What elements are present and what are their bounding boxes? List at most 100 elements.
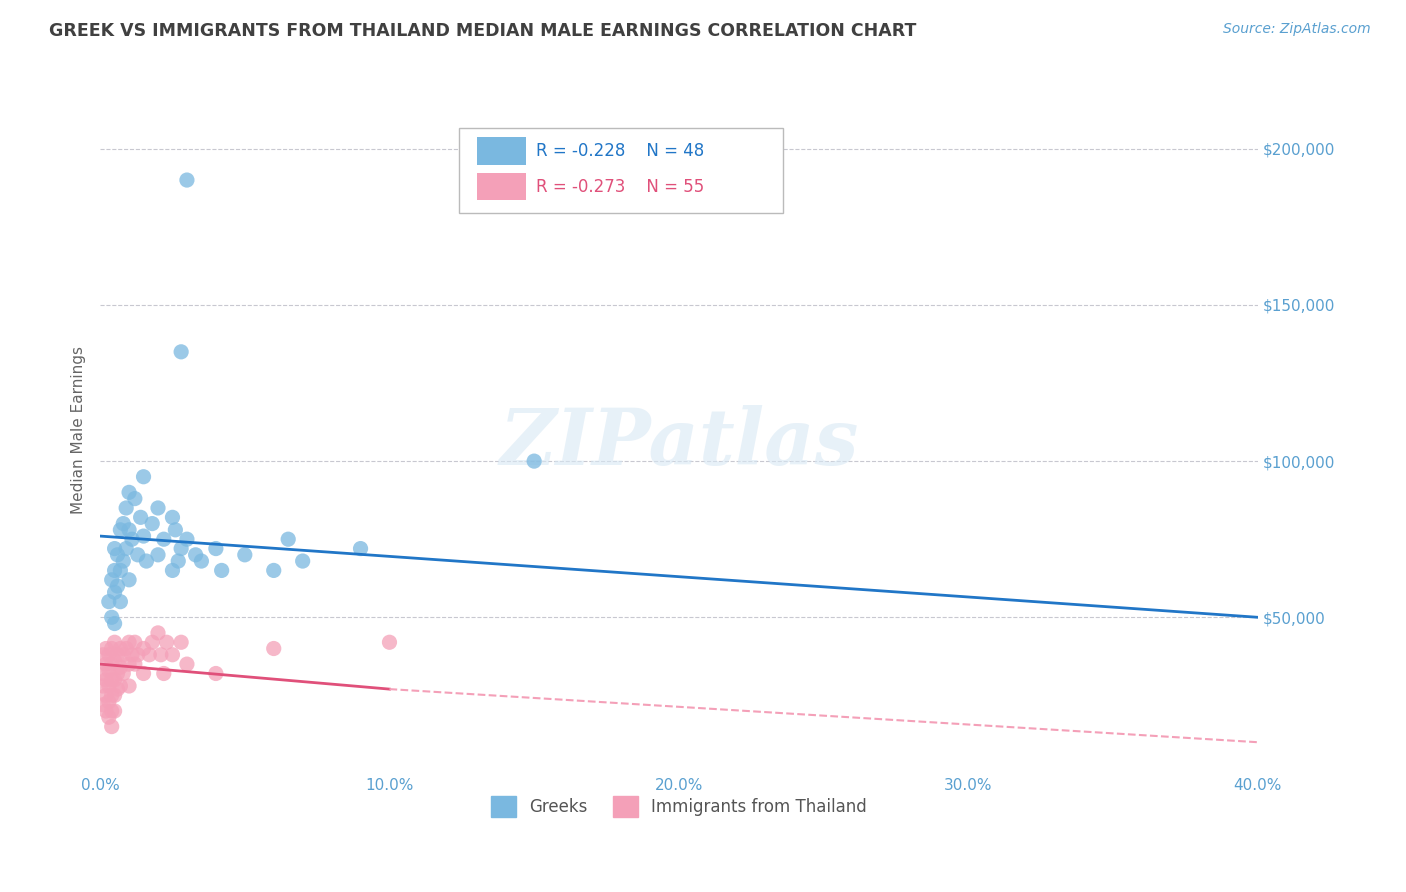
Point bbox=[118, 523, 141, 537]
Point bbox=[263, 563, 285, 577]
Point bbox=[156, 635, 179, 649]
Point bbox=[107, 682, 129, 697]
Text: R = -0.273    N = 55: R = -0.273 N = 55 bbox=[537, 178, 704, 195]
Point bbox=[104, 689, 127, 703]
Point bbox=[100, 610, 122, 624]
Text: Source: ZipAtlas.com: Source: ZipAtlas.com bbox=[1223, 22, 1371, 37]
Point bbox=[190, 554, 212, 568]
Point bbox=[97, 695, 120, 709]
Point bbox=[110, 523, 132, 537]
Point bbox=[115, 500, 138, 515]
Point bbox=[100, 720, 122, 734]
Point bbox=[132, 529, 155, 543]
Point bbox=[165, 523, 187, 537]
Point bbox=[121, 532, 143, 546]
Point bbox=[132, 469, 155, 483]
Point bbox=[100, 657, 122, 672]
Point bbox=[107, 579, 129, 593]
Point bbox=[233, 548, 256, 562]
Point bbox=[170, 344, 193, 359]
Point bbox=[162, 510, 184, 524]
Point bbox=[141, 516, 163, 531]
Point bbox=[110, 563, 132, 577]
Point bbox=[97, 664, 120, 678]
Point bbox=[129, 510, 152, 524]
Point bbox=[167, 554, 190, 568]
Point bbox=[176, 173, 198, 187]
Point bbox=[112, 516, 135, 531]
Point bbox=[110, 595, 132, 609]
Point bbox=[170, 635, 193, 649]
Point bbox=[91, 666, 114, 681]
Point bbox=[141, 635, 163, 649]
Point bbox=[118, 485, 141, 500]
Point bbox=[104, 635, 127, 649]
Point bbox=[152, 532, 174, 546]
Point bbox=[107, 548, 129, 562]
Y-axis label: Median Male Earnings: Median Male Earnings bbox=[72, 346, 86, 514]
Text: ZIPatlas: ZIPatlas bbox=[499, 405, 859, 482]
Point bbox=[91, 648, 114, 662]
Point bbox=[523, 454, 546, 468]
Point bbox=[100, 641, 122, 656]
Point bbox=[97, 710, 120, 724]
Legend: Greeks, Immigrants from Thailand: Greeks, Immigrants from Thailand bbox=[484, 789, 873, 823]
Point bbox=[127, 648, 149, 662]
Point bbox=[115, 541, 138, 556]
Point bbox=[97, 679, 120, 693]
Text: GREEK VS IMMIGRANTS FROM THAILAND MEDIAN MALE EARNINGS CORRELATION CHART: GREEK VS IMMIGRANTS FROM THAILAND MEDIAN… bbox=[49, 22, 917, 40]
Point bbox=[94, 673, 117, 687]
Point bbox=[124, 491, 146, 506]
Point bbox=[94, 704, 117, 718]
Point bbox=[170, 541, 193, 556]
Point bbox=[135, 554, 157, 568]
Point bbox=[100, 704, 122, 718]
Point bbox=[146, 626, 169, 640]
FancyBboxPatch shape bbox=[478, 137, 526, 165]
Point bbox=[112, 648, 135, 662]
Point bbox=[132, 666, 155, 681]
Point bbox=[110, 660, 132, 674]
Point bbox=[291, 554, 314, 568]
Point bbox=[107, 666, 129, 681]
Point bbox=[211, 563, 233, 577]
Point bbox=[110, 641, 132, 656]
Text: R = -0.228    N = 48: R = -0.228 N = 48 bbox=[537, 142, 704, 160]
Point bbox=[110, 679, 132, 693]
Point bbox=[184, 548, 207, 562]
Point bbox=[146, 548, 169, 562]
Point bbox=[263, 641, 285, 656]
FancyBboxPatch shape bbox=[478, 173, 526, 201]
Point bbox=[115, 641, 138, 656]
Point bbox=[118, 679, 141, 693]
Point bbox=[91, 698, 114, 712]
Point bbox=[94, 689, 117, 703]
Point bbox=[162, 563, 184, 577]
Point bbox=[162, 648, 184, 662]
Point bbox=[104, 654, 127, 668]
Point bbox=[107, 648, 129, 662]
Point bbox=[94, 641, 117, 656]
Point bbox=[121, 648, 143, 662]
Point bbox=[378, 635, 401, 649]
Point bbox=[112, 666, 135, 681]
Point bbox=[104, 541, 127, 556]
Point bbox=[349, 541, 371, 556]
Point bbox=[100, 573, 122, 587]
Point bbox=[91, 679, 114, 693]
Point bbox=[127, 548, 149, 562]
Point bbox=[124, 635, 146, 649]
Point bbox=[104, 563, 127, 577]
Point bbox=[100, 673, 122, 687]
Point bbox=[176, 657, 198, 672]
Point bbox=[149, 648, 172, 662]
Point bbox=[112, 554, 135, 568]
Point bbox=[118, 573, 141, 587]
Point bbox=[176, 532, 198, 546]
Point bbox=[132, 641, 155, 656]
Point bbox=[146, 500, 169, 515]
Point bbox=[97, 595, 120, 609]
Point bbox=[124, 657, 146, 672]
Point bbox=[118, 635, 141, 649]
Point bbox=[138, 648, 160, 662]
